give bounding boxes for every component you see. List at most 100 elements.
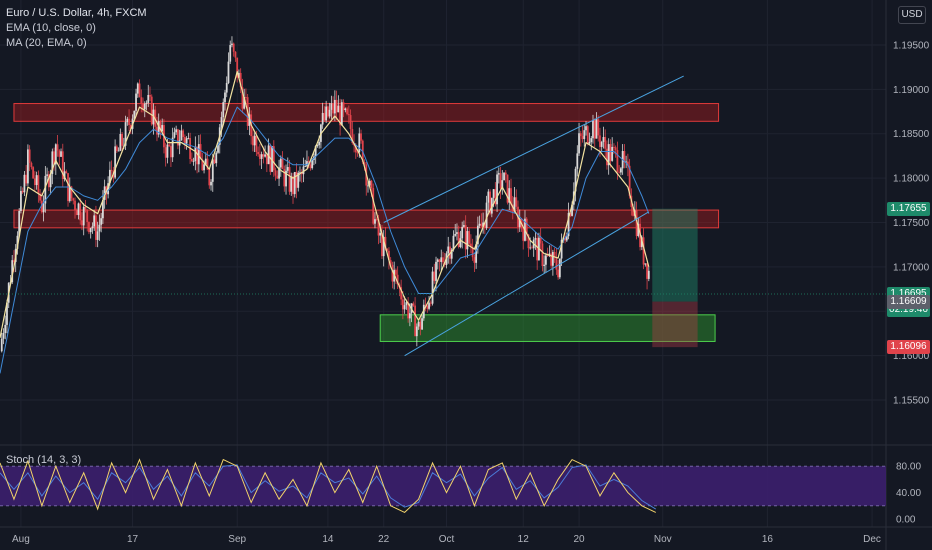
candle-body	[185, 138, 188, 144]
candle-body	[30, 162, 33, 168]
candle-body	[349, 115, 352, 129]
candle-body	[23, 174, 26, 193]
candle-body	[391, 264, 394, 282]
candle-body	[220, 117, 223, 128]
candle-body	[501, 180, 504, 189]
candle-body	[98, 224, 101, 232]
candle-body	[590, 138, 593, 143]
candle-body	[264, 154, 267, 157]
target-zone	[652, 208, 698, 302]
candle-body	[126, 118, 129, 123]
candle-body	[428, 302, 430, 309]
candle-body	[557, 269, 560, 278]
candle-body	[306, 161, 308, 167]
candle-body	[194, 146, 197, 161]
candle-body	[239, 72, 242, 88]
resistance-zone-2	[13, 209, 720, 229]
candle-body	[170, 146, 172, 158]
candle-body	[436, 259, 439, 262]
candle-body	[203, 164, 205, 171]
candle-body	[93, 215, 96, 227]
candle-body	[370, 180, 373, 188]
candle-body	[182, 130, 185, 138]
candle-body	[173, 132, 176, 138]
candle-body	[309, 164, 312, 169]
stoch-y-tick-label: 40.00	[896, 488, 921, 499]
candle-body	[314, 146, 317, 157]
candle-body	[581, 136, 584, 140]
candle-body	[541, 243, 544, 266]
stoch-y-tick-label: 0.00	[896, 515, 916, 526]
candle-body	[499, 173, 502, 189]
x-tick-label: Aug	[12, 534, 30, 545]
candle-body	[412, 303, 415, 306]
y-tick-label: 1.16000	[893, 351, 930, 362]
candle-body	[440, 257, 443, 262]
candle-body	[175, 129, 178, 133]
candle-body	[606, 148, 608, 166]
candle-body	[599, 135, 601, 147]
candle-body	[478, 223, 481, 226]
candle-body	[164, 147, 167, 158]
candle-body	[47, 174, 50, 188]
candle-body	[88, 222, 90, 233]
stochastic-pane	[0, 458, 886, 513]
candle-body	[44, 175, 47, 204]
candle-body	[213, 159, 216, 164]
candle-body	[616, 150, 619, 172]
candle-body	[555, 257, 558, 270]
candle-body	[527, 234, 530, 249]
candle-body	[471, 246, 474, 258]
price-tag: 1.16096	[887, 340, 930, 355]
candle-body	[604, 137, 607, 149]
candle-body	[299, 172, 301, 174]
currency-button[interactable]: USD	[898, 6, 926, 24]
candle-body	[564, 237, 566, 241]
candle-body	[592, 120, 594, 139]
candle-body	[166, 144, 169, 158]
candle-body	[204, 158, 207, 165]
candle-body	[115, 146, 118, 151]
x-tick-label: 16	[762, 534, 774, 545]
candle-body	[124, 122, 127, 146]
candle-body	[372, 187, 375, 224]
candle-body	[21, 190, 24, 193]
candle-body	[6, 302, 8, 325]
candle-body	[560, 239, 563, 259]
candle-body	[426, 305, 429, 309]
candle-body	[271, 146, 273, 172]
candle-body	[86, 209, 89, 223]
candle-body	[143, 103, 146, 110]
candle-body	[82, 206, 85, 226]
candle-body	[454, 233, 457, 236]
candle-body	[135, 93, 137, 111]
candle-body	[68, 186, 71, 202]
candle-body	[473, 257, 476, 263]
candle-body	[114, 146, 117, 178]
ma-legend: MA (20, EMA, 0)	[6, 37, 87, 49]
long-position-tool[interactable]	[0, 208, 886, 348]
candle-body	[279, 158, 282, 168]
candle-body	[597, 119, 600, 136]
candle-body	[225, 82, 228, 93]
candle-body	[375, 219, 378, 220]
candle-body	[253, 135, 256, 146]
candle-body	[91, 226, 94, 229]
candle-body	[510, 188, 512, 205]
candle-body	[611, 146, 614, 161]
candle-body	[318, 141, 321, 146]
candle-body	[107, 183, 110, 195]
channel-upper-line	[383, 75, 684, 223]
candle-body	[267, 145, 270, 165]
candle-body	[408, 313, 411, 319]
candle-body	[20, 190, 22, 211]
channel-lower-line	[404, 211, 650, 357]
candle-body	[183, 137, 186, 144]
candle-body	[302, 166, 305, 175]
candle-body	[60, 151, 62, 157]
candle-body	[642, 237, 645, 265]
candle-body	[525, 218, 528, 235]
candle-body	[450, 249, 453, 259]
candle-body	[543, 264, 546, 266]
